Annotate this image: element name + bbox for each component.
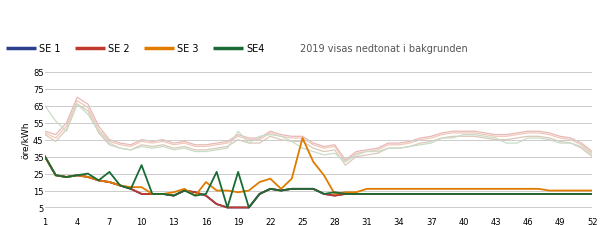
Text: SE 3: SE 3: [177, 43, 199, 53]
Text: SE 1: SE 1: [39, 43, 61, 53]
Text: 2019 visas nedtonat i bakgrunden: 2019 visas nedtonat i bakgrunden: [300, 43, 468, 53]
Text: SE4: SE4: [246, 43, 265, 53]
Text: SE 2: SE 2: [108, 43, 130, 53]
Text: Spotprisets utveckling 2020 • Nordpool: Spotprisets utveckling 2020 • Nordpool: [7, 11, 285, 25]
Y-axis label: öre/kWh: öre/kWh: [21, 122, 30, 159]
